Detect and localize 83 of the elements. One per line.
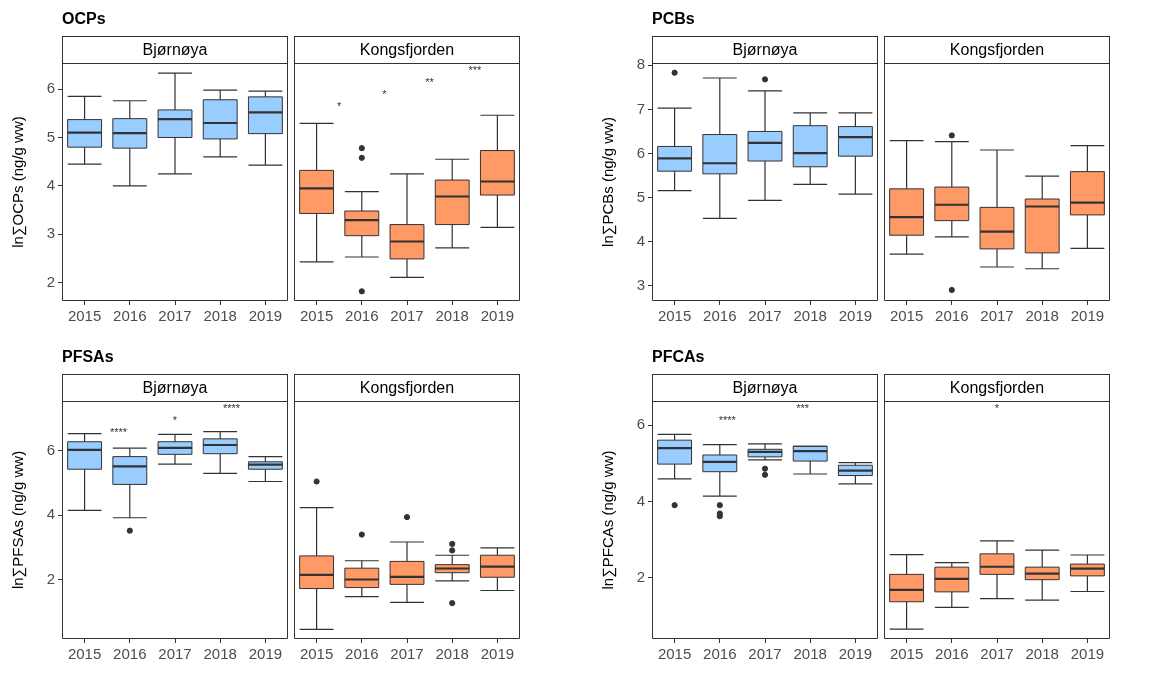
x-tick-label: 2018: [793, 307, 827, 325]
y-tick-label: 6: [636, 415, 645, 433]
x-tick-label: 2016: [113, 645, 147, 663]
y-tick-label: 2: [46, 272, 55, 290]
x-tick-label: 2015: [889, 645, 924, 663]
chart-title: PCBs: [652, 10, 695, 28]
annotation: ****: [222, 401, 241, 414]
x-tick-label: 2016: [935, 645, 969, 663]
x-tick-label: 2019: [1070, 307, 1105, 325]
y-tick-label: 6: [46, 440, 55, 458]
y-tick-label: 3: [46, 224, 55, 242]
x-tick-label: 2015: [67, 307, 102, 325]
x-tick-label: 2019: [248, 645, 283, 663]
y-tick-label: 7: [636, 99, 645, 117]
y-tick-label: 6: [636, 143, 645, 161]
chart-subtitle: Bjørnøya: [62, 374, 288, 402]
x-tick-label: 2017: [390, 645, 424, 663]
x-tick-label: 2018: [793, 645, 827, 663]
x-tick-label: 2016: [345, 645, 379, 663]
x-tick-label: 2017: [158, 307, 192, 325]
x-tick-label: 2016: [703, 645, 737, 663]
annotation: *: [382, 87, 388, 100]
annotation: *: [172, 413, 178, 426]
y-tick-label: 4: [46, 176, 55, 194]
x-tick-label: 2019: [838, 645, 873, 663]
x-tick-label: 2019: [248, 307, 283, 325]
chart-title: PFCAs: [652, 348, 705, 366]
x-tick-label: 2019: [480, 307, 515, 325]
x-tick-label: 2017: [158, 645, 192, 663]
y-tick-label: 5: [46, 127, 55, 145]
x-tick-label: 2016: [345, 307, 379, 325]
x-tick-label: 2019: [1070, 645, 1105, 663]
chart-subtitle: Bjørnøya: [62, 36, 288, 64]
x-tick-label: 2016: [703, 307, 737, 325]
x-tick-label: 2016: [113, 307, 147, 325]
x-tick-label: 2017: [748, 645, 782, 663]
x-tick-label: 2015: [657, 645, 692, 663]
x-tick-label: 2015: [657, 307, 692, 325]
x-tick-label: 2019: [480, 645, 515, 663]
annotation: ***: [796, 401, 810, 414]
y-tick-label: 2: [46, 569, 55, 587]
x-tick-label: 2017: [980, 307, 1014, 325]
y-axis-title: ln∑OCPs (ng/g ww): [9, 116, 28, 248]
chart-subtitle: Kongsfjorden: [294, 374, 520, 402]
y-tick-label: 4: [46, 505, 55, 523]
x-tick-label: 2018: [203, 645, 237, 663]
x-tick-label: 2015: [299, 645, 334, 663]
y-tick-label: 8: [636, 55, 645, 73]
x-tick-label: 2015: [889, 307, 924, 325]
x-tick-label: 2015: [299, 307, 334, 325]
x-tick-label: 2015: [67, 645, 102, 663]
annotation: *: [994, 401, 1000, 414]
chart-subtitle: Kongsfjorden: [884, 374, 1110, 402]
chart-title: OCPs: [62, 10, 106, 28]
x-tick-label: 2018: [435, 307, 469, 325]
y-tick-label: 4: [636, 231, 645, 249]
x-tick-label: 2018: [435, 645, 469, 663]
chart-title: PFSAs: [62, 348, 114, 366]
x-tick-label: 2017: [390, 307, 424, 325]
chart-subtitle: Kongsfjorden: [884, 36, 1110, 64]
x-tick-label: 2018: [1025, 307, 1059, 325]
y-axis-title: ln∑PCBs (ng/g ww): [599, 117, 618, 247]
annotation: ****: [109, 425, 128, 438]
x-tick-label: 2017: [980, 645, 1014, 663]
chart-subtitle: Kongsfjorden: [294, 36, 520, 64]
annotation: ****: [718, 413, 737, 426]
chart-subtitle: Bjørnøya: [652, 374, 878, 402]
y-tick-label: 4: [636, 491, 645, 509]
annotation: ***: [468, 63, 482, 76]
x-tick-label: 2017: [748, 307, 782, 325]
x-tick-label: 2016: [935, 307, 969, 325]
y-axis-title: ln∑PFCAs (ng/g ww): [599, 450, 618, 590]
annotation: **: [425, 75, 435, 88]
annotation: *: [337, 99, 343, 112]
y-tick-label: 3: [636, 276, 645, 294]
x-tick-label: 2019: [838, 307, 873, 325]
y-tick-label: 2: [636, 567, 645, 585]
chart-subtitle: Bjørnøya: [652, 36, 878, 64]
x-tick-label: 2018: [1025, 645, 1059, 663]
y-axis-title: ln∑PFSAs (ng/g ww): [9, 450, 28, 590]
y-tick-label: 5: [636, 187, 645, 205]
y-tick-label: 6: [46, 79, 55, 97]
x-tick-label: 2018: [203, 307, 237, 325]
